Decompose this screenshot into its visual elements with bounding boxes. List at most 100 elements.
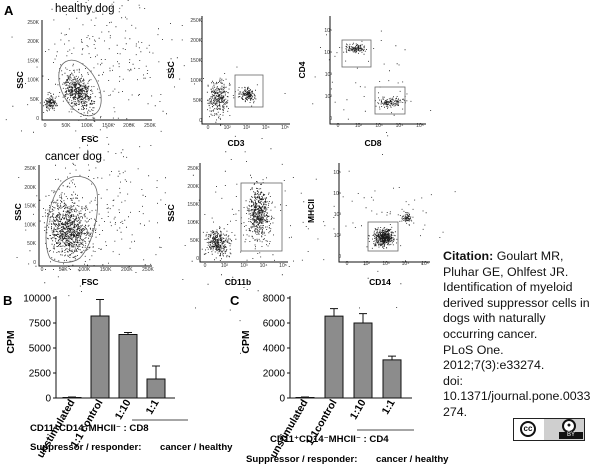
y-tick-label: 2500 [29,369,52,380]
scatter-dots [5,0,238,160]
citation-line: dogs with naturally [443,311,546,326]
footer-value: cancer / healthy [160,442,233,453]
scatter-points [206,73,236,126]
scatter-dots [375,96,412,109]
y-tick-label: 100K [187,220,199,226]
y-tick-label: 10³ [334,212,342,218]
y-tick-label: 0 [338,254,341,260]
x-tick-label: 10² [355,123,363,129]
y-axis-label: SSC [166,204,176,221]
x-tick-label: 10⁴ [396,123,404,129]
scatter-dots [57,65,105,122]
scatter-dots [206,73,236,126]
scatter-dots [399,212,415,226]
citation-line: 274. [443,404,468,419]
gate [341,39,372,68]
y-tick-label: 0 [33,260,36,266]
axes [329,16,426,125]
y-tick-label: 100K [27,78,39,84]
x-tick-label: 10⁵ [416,123,424,129]
scatter-dots [233,84,258,107]
x-tick-label: 50K [59,267,69,273]
y-tick-label: 150K [190,58,202,64]
citation-line: 10.1371/journal.pone.0033 [443,389,591,404]
y-tick-label: 150K [27,58,39,64]
bar [324,315,344,399]
axes [201,16,290,125]
x-axis-label: FSC [82,277,99,287]
bar [353,322,373,399]
y-tick-label: 0 [329,116,332,122]
citation-line: PLoS One. [443,342,504,357]
y-tick-label: 50K [27,241,37,247]
x-tick-label: 10² [363,261,371,267]
y-tick-label: 10000 [23,294,51,305]
cc-by-icon[interactable]: cc ● BY [513,418,585,441]
axes [199,163,288,263]
panel-label-a: A [4,3,14,18]
y-tick-label: 6000 [263,319,286,330]
category-label: unstimulated [268,398,311,461]
y-tick-label: 4000 [263,344,286,355]
bar [382,359,402,399]
cc-circle-icon: cc [520,421,536,437]
axes [41,20,152,121]
y-axis-label: CPM [5,330,17,354]
x-tick-label: 250K [142,267,154,273]
scatter-dots [43,91,58,112]
gate [367,221,399,252]
x-tick-label: 10⁴ [262,125,270,131]
plot-title: cancer dog [45,151,102,163]
y-tick-label: 0 [45,394,51,405]
x-tick-label: 0 [44,123,47,129]
scatter-dots [291,135,456,309]
bar-chart-cd8: CPM CD11⁺CD14⁻MHCII⁻ : CD8 Suppressor / … [5,294,233,461]
y-tick-label: 0 [199,118,202,124]
footer-label: Suppressor / responder: [246,454,357,465]
x-axis-label: CD8 [364,138,381,148]
bar [90,315,110,399]
x-tick-label: 10³ [375,123,383,129]
category-label: 1:1 [380,397,398,416]
flow-plot-cd8-cd4: CD4 CD8 0 10² 10³ 10⁴ 10⁵ 10⁵ 10⁴ 10³ 10² 0 [284,16,432,148]
plot-title: healthy dog [55,3,114,15]
y-tick-label: 250K [24,166,36,172]
attribution-person-icon: ● [562,419,576,433]
axes [338,163,430,263]
y-tick-label: 0 [279,394,285,405]
y-tick-label: 200K [24,185,36,191]
citation-label: Citation: [443,249,494,263]
y-axis-label: SSC [13,203,23,220]
x-tick-label: 200K [123,123,135,129]
x-tick-label: 10⁵ [421,261,429,267]
x-axis-label: CD3 [227,138,244,148]
x-tick-label: 0 [207,125,210,131]
bar-chart-cd4: CPM CD11⁺CD14⁻MHCII⁻ : CD4 Suppressor / … [240,294,449,466]
flow-plot-healthy-fsc-ssc: healthy dog SSC FSC 050K100K150K200K250K… [5,0,238,160]
x-tick-label: 10³ [243,125,251,131]
x-tick-label: 250K [144,123,156,129]
y-tick-label: 10² [334,233,342,239]
x-tick-label: 0 [337,123,340,129]
scatter-points [243,177,276,259]
y-axis-label: CPM [240,330,252,354]
y-axis-label: SSC [15,71,25,88]
scatter-dots [339,42,375,55]
x-tick-label: 10² [221,263,229,269]
scatter-dots [368,226,402,249]
scatter-dots [159,135,325,354]
citation-block: Citation: Goulart MR, Pluhar GE, Ohlfest… [443,249,599,421]
flow-plot-cancer-fsc-ssc: cancer dog SSC FSC 0 50K 100K 150K 200K 250K 2… [13,137,194,297]
y-tick-label: 50K [190,238,200,244]
gate [240,182,283,252]
x-tick-label: 10³ [240,263,248,269]
x-tick-label: 10⁴ [260,263,268,269]
x-tick-label: 10² [224,125,232,131]
scatter-points [339,42,375,55]
citation-line: derived suppressor cells in [443,295,590,310]
y-tick-label: 10⁵ [333,170,341,176]
y-tick-label: 250K [190,18,202,24]
x-axis-label: CD11b [225,277,251,287]
y-tick-label: 250K [27,20,39,26]
footer-label: Suppressor / responder: [30,442,141,453]
